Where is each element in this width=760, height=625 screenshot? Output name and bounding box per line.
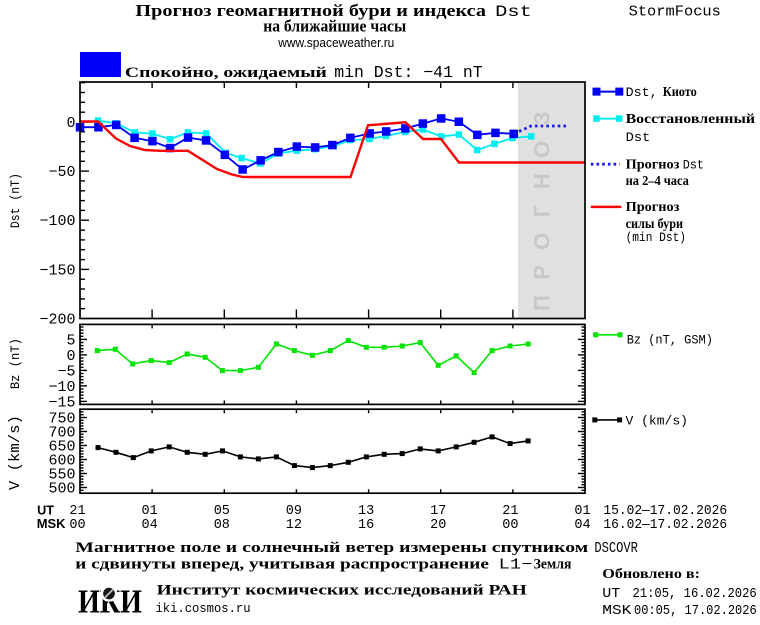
svg-text:−150: −150 <box>39 262 75 279</box>
svg-text:силы бури: силы бури <box>626 216 684 231</box>
svg-text:00: 00 <box>69 518 85 533</box>
svg-text:−100: −100 <box>39 213 75 230</box>
svg-text:15.02—17.02.2026: 15.02—17.02.2026 <box>603 504 727 519</box>
svg-text:16: 16 <box>358 518 374 533</box>
svg-text:08: 08 <box>214 518 230 533</box>
svg-text:V (km/s): V (km/s) <box>7 415 24 490</box>
svg-text:iki.cosmos.ru: iki.cosmos.ru <box>156 601 251 616</box>
svg-text:ПРОГНОЗ: ПРОГНОЗ <box>530 96 555 311</box>
svg-text:Dst: Dst <box>626 130 651 145</box>
svg-text:Спокойно, ожидаемый: Спокойно, ожидаемый <box>125 65 327 81</box>
svg-text:Прогноз геомагнитной бури и ин: Прогноз геомагнитной бури и индекса <box>135 1 486 20</box>
svg-text:Магнитное поле и солнечный вет: Магнитное поле и солнечный ветер измерен… <box>75 540 588 556</box>
svg-text:0: 0 <box>66 115 75 132</box>
svg-text:600: 600 <box>48 453 75 470</box>
svg-text:V (km/s): V (km/s) <box>626 413 689 428</box>
svg-text:(min Dst): (min Dst) <box>626 230 686 245</box>
svg-text:Dst (nT): Dst (nT) <box>8 173 23 228</box>
svg-text:Киото: Киото <box>663 84 697 99</box>
svg-text:20: 20 <box>430 518 446 533</box>
svg-text:Институт космических исследова: Институт космических исследований РАН <box>157 583 528 599</box>
svg-text:5: 5 <box>66 332 75 349</box>
svg-text:21:05, 16.02.2026: 21:05, 16.02.2026 <box>633 587 757 602</box>
svg-text:Bz (nT, GSM): Bz (nT, GSM) <box>627 334 713 348</box>
svg-text:−10: −10 <box>48 379 75 396</box>
svg-text:Dst: Dst <box>495 3 532 21</box>
svg-text:−200: −200 <box>39 312 75 329</box>
svg-text:Обновлено в:: Обновлено в: <box>602 567 700 582</box>
svg-text:750: 750 <box>48 411 75 428</box>
svg-text:DSCOVR: DSCOVR <box>594 540 638 557</box>
svg-text:500: 500 <box>48 481 75 498</box>
svg-text:12: 12 <box>286 518 302 533</box>
svg-text:13: 13 <box>358 504 374 519</box>
svg-text:700: 700 <box>48 425 75 442</box>
svg-text:UT: UT <box>602 587 620 602</box>
svg-text:на 2–4 часа: на 2–4 часа <box>626 173 690 188</box>
svg-text:Dst,: Dst, <box>626 85 658 100</box>
svg-text:www.spaceweather.ru: www.spaceweather.ru <box>277 35 394 50</box>
svg-text:Bz (nT): Bz (nT) <box>8 338 23 389</box>
svg-text:StormFocus: StormFocus <box>629 4 721 21</box>
svg-text:09: 09 <box>286 504 302 519</box>
svg-text:550: 550 <box>48 467 75 484</box>
svg-text:min Dst: −41 nT: min Dst: −41 nT <box>334 63 483 82</box>
svg-text:MSK: MSK <box>37 516 66 531</box>
svg-text:0: 0 <box>66 348 75 365</box>
svg-text:01: 01 <box>141 504 157 519</box>
svg-text:21: 21 <box>69 504 85 519</box>
svg-text:L1−: L1− <box>499 557 533 574</box>
svg-text:Восстановленный: Восстановленный <box>626 111 756 126</box>
svg-text:Прогноз: Прогноз <box>626 199 680 214</box>
svg-text:650: 650 <box>48 439 75 456</box>
svg-text:04: 04 <box>574 518 590 533</box>
svg-text:Земля: Земля <box>534 557 572 573</box>
svg-text:и сдвинуты вперед, учитывая ра: и сдвинуты вперед, учитывая распростране… <box>75 557 489 573</box>
svg-text:UT: UT <box>37 503 54 518</box>
svg-text:21: 21 <box>502 504 518 519</box>
svg-text:−15: −15 <box>48 394 75 411</box>
svg-text:04: 04 <box>141 518 157 533</box>
svg-text:−50: −50 <box>48 164 75 181</box>
svg-text:−5: −5 <box>57 363 75 380</box>
svg-text:16.02—17.02.2026: 16.02—17.02.2026 <box>603 518 727 533</box>
svg-text:MSK: MSK <box>602 604 632 619</box>
svg-text:01: 01 <box>574 504 590 519</box>
svg-text:00: 00 <box>502 518 518 533</box>
svg-text:Прогноз: Прогноз <box>626 157 680 172</box>
svg-text:00:05, 17.02.2026: 00:05, 17.02.2026 <box>634 604 757 619</box>
svg-text:Dst: Dst <box>683 158 704 173</box>
svg-text:17: 17 <box>430 504 446 519</box>
svg-text:05: 05 <box>214 504 230 519</box>
svg-text:на ближайшие часы: на ближайшие часы <box>263 17 406 36</box>
